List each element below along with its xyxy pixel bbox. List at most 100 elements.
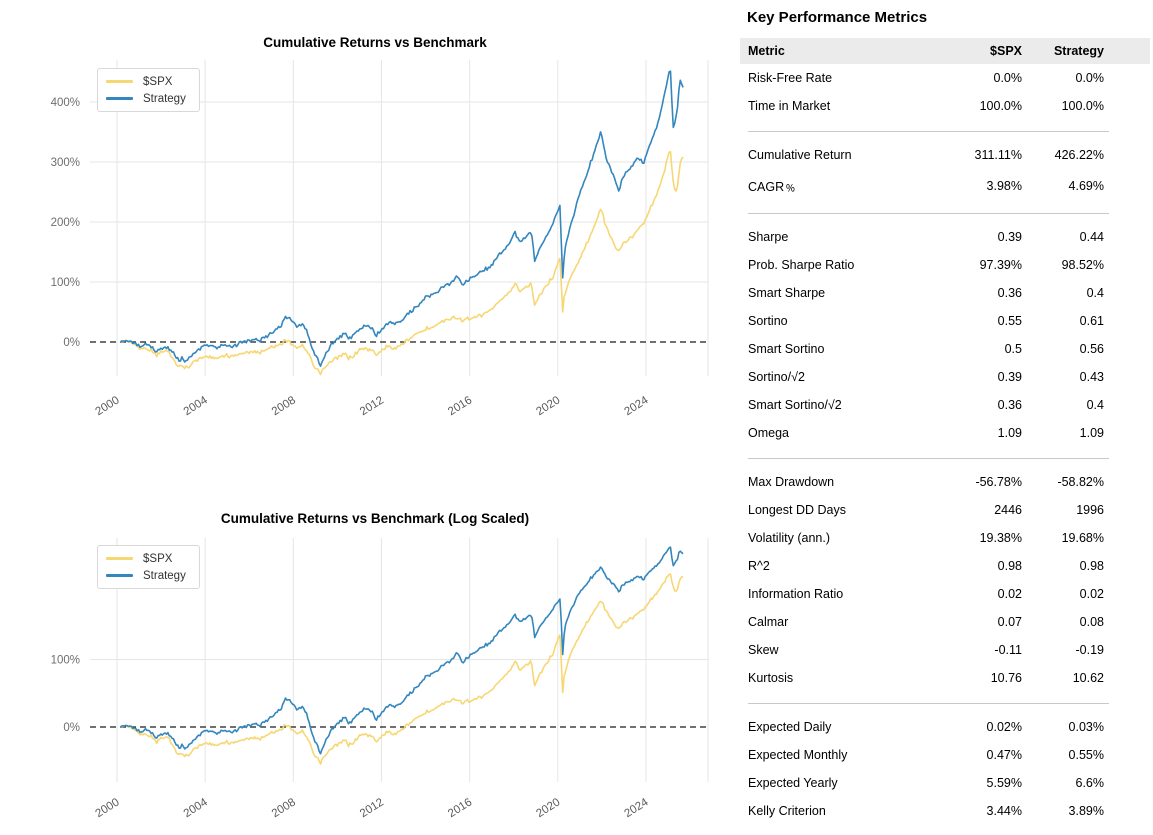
key-performance-metrics-panel: Key Performance Metrics Metric $SPX Stra… [740,0,1150,825]
y-tick-label: 100% [51,277,80,289]
group-separator [740,692,1150,713]
chart-legend: $SPX Strategy [97,68,200,112]
x-tick-label: 2020 [534,394,562,418]
metric-row: Expected Monthly 0.47% 0.55% [740,741,1150,769]
x-tick-label: 2024 [622,796,651,820]
legend-item-strategy: Strategy [106,90,186,107]
metric-spx-value-cell: 100.0% [979,99,1022,113]
metric-spx-value-cell: 0.02% [986,720,1022,734]
pad-cell [1104,307,1150,335]
metric-name-cell: Cumulative Return [748,148,852,162]
legend-label: $SPX [143,75,173,88]
metric-spx-value-cell: 0.07 [997,615,1022,629]
pad-cell [1104,363,1150,391]
header-metric: Metric [740,38,907,64]
metric-spx-value-cell: 0.02 [997,587,1022,601]
metric-strategy-value-cell: 6.6% [1075,776,1105,790]
y-tick-label: 400% [51,97,80,109]
metric-row: Longest DD Days 2446 1996 [740,496,1150,524]
log-scaled-returns-figure: 0% 100% 2000 2004 2008 2012 2016 2020 2024 Cumul… [0,475,720,835]
metric-strategy-value-cell: 3.89% [1068,804,1104,818]
pad-cell [1104,741,1150,769]
metric-strategy-value-cell: 10.62 [1072,671,1104,685]
metric-strategy-value-cell: 0.4 [1086,398,1104,412]
metric-spx-value-cell: 10.76 [990,671,1022,685]
metric-strategy-value-cell: 0.02 [1079,587,1104,601]
spx-series-path [119,573,684,765]
legend-item-spx: $SPX [106,73,186,90]
separator-line [748,213,1109,214]
metric-name-cell: Expected Daily [748,720,832,734]
metric-spx-value-cell: 19.38% [979,531,1022,545]
metric-name-cell: Sortino [748,314,788,328]
metric-row: Calmar 0.07 0.08 [740,608,1150,636]
metric-strategy-value-cell: 4.69% [1068,178,1104,193]
metric-spx-value-cell: 0.98 [997,559,1022,573]
header-strategy: Strategy [1022,38,1104,64]
y-tick-label: 100% [51,655,80,667]
metric-spx-value-cell: 0.39 [997,230,1022,244]
strategy-line-swatch [106,97,133,100]
pad-cell [1104,769,1150,797]
metric-name-cell: R^2 [748,559,770,573]
separator-line [748,458,1109,459]
metric-strategy-value-cell: 100.0% [1061,99,1104,113]
metric-strategy-value-cell: 0.56 [1079,342,1104,356]
x-tick-label: 2004 [182,394,211,418]
y-tick-label: 0% [63,722,80,734]
metric-spx-value-cell: 3.98% [986,178,1022,193]
group-separator [740,447,1150,468]
x-tick-label: 2004 [182,796,211,820]
metric-row: Volatility (ann.) 19.38% 19.68% [740,524,1150,552]
metric-name-cell: Expected Yearly [748,776,838,790]
metric-row: CAGR﹪ 3.98% 4.69% [740,169,1150,202]
pad-cell [1104,92,1150,120]
strategy-line-swatch [106,574,133,577]
metric-spx-value-cell: -0.11 [994,643,1022,657]
metric-row: Prob. Sharpe Ratio 97.39% 98.52% [740,251,1150,279]
metric-strategy-value-cell: -58.82% [1057,475,1104,489]
metric-name-cell: Smart Sharpe [748,286,826,300]
pad-cell [1104,713,1150,741]
pad-cell [1104,419,1150,447]
metric-name-cell: Longest DD Days [748,503,846,517]
metric-strategy-value-cell: 98.52% [1061,258,1104,272]
pad-cell [1104,552,1150,580]
metric-row: Sortino 0.55 0.61 [740,307,1150,335]
y-tick-label: 300% [51,157,80,169]
legend-item-strategy: Strategy [106,567,186,584]
header-pad [1104,38,1150,64]
metric-row: Skew -0.11 -0.19 [740,636,1150,664]
metric-strategy-value-cell: 19.68% [1061,531,1104,545]
group-separator [740,202,1150,223]
metric-name-cell: Prob. Sharpe Ratio [748,258,855,272]
y-tick-label: 200% [51,217,80,229]
metric-row: Omega 1.09 1.09 [740,419,1150,447]
header-spx: $SPX [907,38,1022,64]
pad-cell [1104,797,1150,825]
panel-title: Key Performance Metrics [747,9,928,26]
metric-name-cell: Sortino/√2 [748,370,805,384]
metric-row: R^2 0.98 0.98 [740,552,1150,580]
pad-cell [1104,468,1150,496]
spx-line-swatch [106,557,133,560]
x-tick-label: 2000 [94,394,122,418]
metrics-table: Metric $SPX Strategy Risk-Free Rate 0.0% 0… [740,38,1150,825]
metric-strategy-value-cell: 426.22% [1054,148,1104,162]
chart-title: Cumulative Returns vs Benchmark (Log Sca… [220,511,530,526]
metric-spx-value-cell: 0.36 [997,398,1022,412]
pad-cell [1104,636,1150,664]
metric-name-cell: Volatility (ann.) [748,531,830,545]
metric-strategy-value-cell: 0.55% [1068,748,1104,762]
metric-spx-value-cell: 0.36 [997,286,1022,300]
spx-line-swatch [106,80,133,83]
group-separator [740,120,1150,141]
metric-row: Information Ratio 0.02 0.02 [740,580,1150,608]
metric-name-cell: Sharpe [748,230,789,244]
pad-cell [1104,169,1150,202]
metric-name-cell: Skew [748,643,779,657]
metric-row: Expected Yearly 5.59% 6.6% [740,769,1150,797]
metric-name-cell: Max Drawdown [748,475,835,489]
pad-cell [1104,580,1150,608]
metric-name-cell: Omega [748,426,789,440]
